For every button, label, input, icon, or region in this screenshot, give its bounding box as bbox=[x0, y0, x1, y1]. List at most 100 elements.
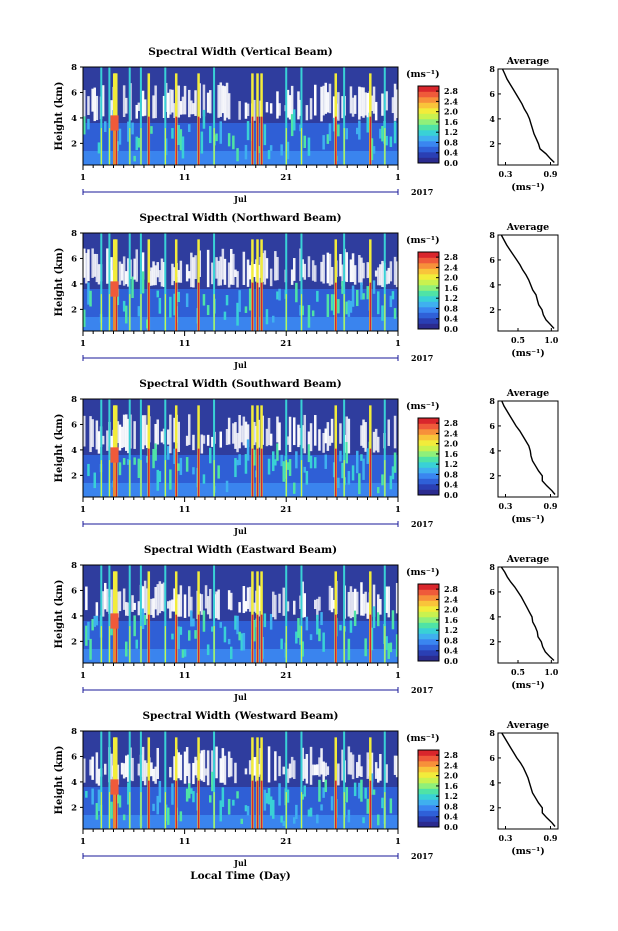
heatmap-gap bbox=[152, 261, 155, 286]
heatmap-cell bbox=[164, 233, 167, 331]
heatmap-gap bbox=[173, 417, 176, 443]
heatmap-cell bbox=[362, 817, 365, 824]
heatmap-gap bbox=[393, 256, 397, 285]
heatmap-cell bbox=[137, 137, 141, 148]
colorbar-frame bbox=[417, 417, 440, 496]
heatmap-cell bbox=[300, 792, 303, 829]
heatmap-gap bbox=[215, 746, 218, 779]
heatmap-gap bbox=[351, 754, 355, 780]
heatmap-cell bbox=[100, 565, 103, 663]
heatmap-gap bbox=[326, 766, 330, 775]
heatmap-gap bbox=[379, 753, 382, 781]
heatmap-cell bbox=[236, 148, 239, 162]
heatmap-cell bbox=[167, 807, 170, 825]
heatmap-cell bbox=[326, 134, 330, 144]
panel-title: Spectral Width (Northward Beam) bbox=[139, 212, 341, 224]
heatmap-gap bbox=[211, 750, 214, 785]
heatmap-gap bbox=[358, 86, 361, 120]
heatmap-cell bbox=[253, 449, 256, 466]
heatmap-cell bbox=[370, 627, 374, 651]
heatmap-cell bbox=[316, 290, 319, 302]
heatmap-cell bbox=[320, 804, 323, 811]
heatmap-cell bbox=[158, 297, 162, 314]
heatmap-cell bbox=[280, 144, 283, 156]
heatmap-gap bbox=[122, 763, 126, 779]
heatmap-cell bbox=[148, 116, 150, 165]
heatmap-cell bbox=[381, 474, 384, 486]
heatmap-gap bbox=[314, 265, 317, 282]
heatmap-gap bbox=[223, 755, 227, 785]
heatmap-cell bbox=[93, 472, 96, 489]
colorbar-segment bbox=[418, 429, 439, 435]
heatmap-cell bbox=[110, 281, 119, 297]
heatmap-cell bbox=[335, 116, 337, 165]
colorbar-tick-label: 0.8 bbox=[444, 801, 458, 811]
heatmap-cell bbox=[369, 282, 372, 331]
heatmap-cell bbox=[285, 67, 288, 165]
x-tick-label: 1 bbox=[395, 837, 401, 847]
heatmap-cell bbox=[115, 780, 118, 829]
heatmap-gap bbox=[188, 414, 191, 445]
heatmap-cell bbox=[125, 641, 128, 657]
heatmap-gap bbox=[377, 768, 380, 783]
average-y-tick-label: 2 bbox=[489, 803, 495, 813]
heatmap-cell bbox=[286, 462, 290, 470]
average-y-tick-label: 2 bbox=[489, 139, 495, 149]
heatmap-gap bbox=[320, 86, 323, 122]
heatmap-gap bbox=[379, 599, 382, 615]
heatmap-gap bbox=[194, 756, 197, 776]
heatmap-gap bbox=[91, 756, 94, 780]
average-y-tick-label: 6 bbox=[489, 587, 495, 597]
heatmap-cell bbox=[211, 626, 214, 632]
heatmap-cell bbox=[197, 116, 200, 165]
heatmap-gap bbox=[387, 586, 390, 618]
heatmap-gap bbox=[190, 252, 193, 288]
heatmap-cell bbox=[316, 614, 319, 635]
heatmap-cell bbox=[146, 456, 149, 463]
heatmap-cell bbox=[307, 809, 311, 817]
heatmap-gap bbox=[301, 747, 304, 781]
x-tick-label: 21 bbox=[280, 505, 292, 515]
heatmap-cell bbox=[177, 125, 180, 145]
colorbar-unit: (ms⁻¹) bbox=[406, 567, 440, 578]
average-frame bbox=[497, 400, 559, 498]
heatmap-cell bbox=[260, 116, 263, 165]
heatmap-cell bbox=[372, 146, 376, 154]
x-tick-label: 11 bbox=[179, 671, 191, 681]
heatmap-cell bbox=[140, 626, 142, 663]
heatmap-cell bbox=[326, 294, 330, 317]
heatmap-cell bbox=[139, 399, 142, 497]
heatmap-gap bbox=[385, 586, 388, 613]
heatmap-cell bbox=[276, 443, 279, 461]
heatmap-gap bbox=[379, 264, 382, 286]
heatmap-gap bbox=[110, 589, 113, 617]
x-tick-label: 21 bbox=[280, 173, 292, 183]
heatmap-cell bbox=[223, 626, 227, 643]
heatmap-gap bbox=[93, 87, 96, 122]
heatmap-cell bbox=[240, 633, 243, 651]
heatmap-gap bbox=[177, 594, 180, 617]
heatmap-gap bbox=[230, 248, 233, 285]
heatmap-gap bbox=[253, 421, 256, 446]
heatmap-cell bbox=[300, 399, 303, 497]
heatmap-gap bbox=[110, 753, 113, 786]
heatmap-cell bbox=[345, 128, 348, 140]
heatmap-cell bbox=[370, 138, 374, 161]
heatmap-cell bbox=[251, 282, 254, 331]
heatmap-gap bbox=[360, 425, 363, 446]
heatmap-cell bbox=[150, 126, 153, 134]
colorbar-segment bbox=[418, 788, 439, 795]
heatmap-gap bbox=[167, 92, 170, 118]
heatmap-gap bbox=[347, 591, 351, 617]
y-tick-label: 2 bbox=[71, 305, 77, 315]
heatmap-cell bbox=[307, 137, 311, 156]
heatmap-cell bbox=[335, 282, 337, 331]
average-x-tick-label: 1.0 bbox=[544, 335, 558, 345]
heatmap-gap bbox=[391, 97, 395, 114]
colorbar-frame bbox=[417, 85, 440, 164]
heatmap-cell bbox=[381, 305, 384, 321]
heatmap-cell bbox=[337, 477, 340, 488]
heatmap-cell bbox=[225, 295, 229, 306]
heatmap-gap bbox=[179, 754, 183, 781]
heatmap-cell bbox=[260, 282, 263, 331]
